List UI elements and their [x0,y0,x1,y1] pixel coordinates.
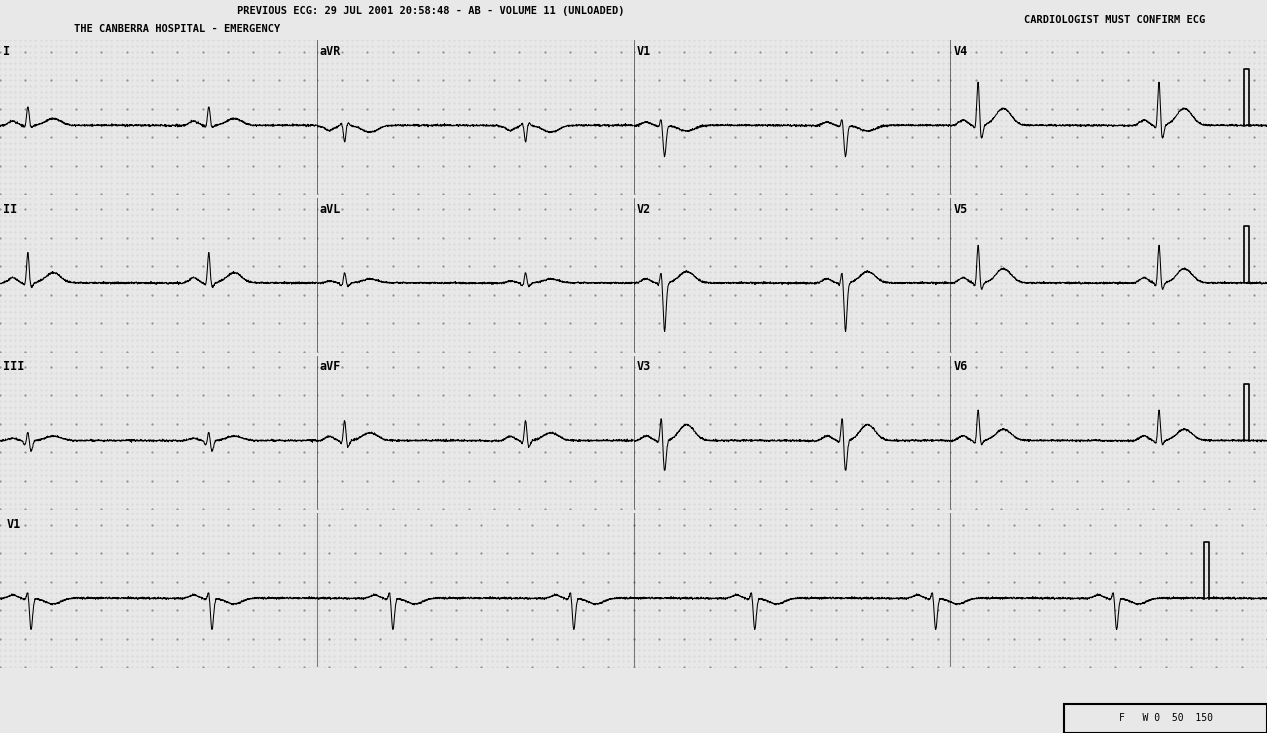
Text: III: III [3,360,24,373]
Text: aVL: aVL [319,202,341,216]
Text: PREVIOUS ECG: 29 JUL 2001 20:58:48 - AB - VOLUME 11 (UNLOADED): PREVIOUS ECG: 29 JUL 2001 20:58:48 - AB … [237,6,625,16]
Text: THE CANBERRA HOSPITAL - EMERGENCY: THE CANBERRA HOSPITAL - EMERGENCY [75,24,280,34]
Text: V6: V6 [954,360,968,373]
Text: I: I [3,45,10,58]
Text: II: II [3,202,18,216]
Text: V1: V1 [6,517,20,531]
Text: V3: V3 [637,360,651,373]
Text: V5: V5 [954,202,968,216]
Text: V1: V1 [637,45,651,58]
Text: V2: V2 [637,202,651,216]
Text: F   W 0  50  150: F W 0 50 150 [1119,713,1213,723]
Text: aVF: aVF [319,360,341,373]
Text: aVR: aVR [319,45,341,58]
Text: V4: V4 [954,45,968,58]
Text: CARDIOLOGIST MUST CONFIRM ECG: CARDIOLOGIST MUST CONFIRM ECG [1024,15,1206,25]
